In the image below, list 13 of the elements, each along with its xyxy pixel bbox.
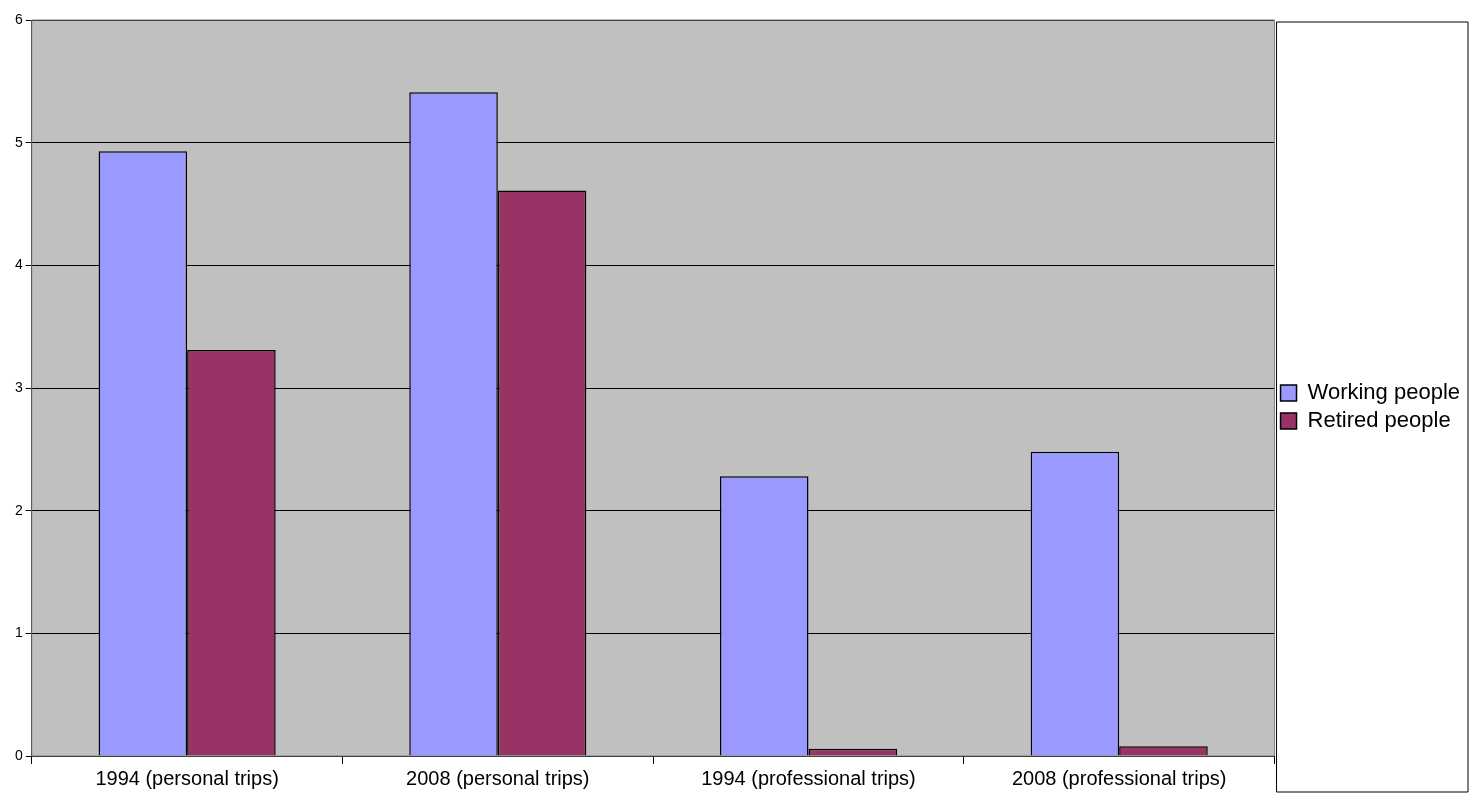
legend-label: Working people — [1307, 379, 1460, 405]
y-tick-label: 5 — [14, 133, 23, 150]
y-tick-label: 6 — [14, 10, 23, 27]
y-tick-label: 0 — [14, 746, 23, 763]
x-tick-label: 2008 (professional trips) — [1011, 766, 1227, 789]
legend-label: Retired people — [1307, 407, 1451, 433]
y-tick-label: 2 — [14, 501, 23, 518]
x-tick-label: 1994 (personal trips) — [95, 766, 279, 789]
x-tick-label: 2008 (personal trips) — [406, 766, 590, 789]
y-tick-label: 3 — [14, 378, 23, 395]
y-tick-label: 1 — [14, 624, 23, 641]
x-tick-label: 1994 (professional trips) — [701, 766, 916, 789]
y-tick-label: 4 — [14, 256, 23, 273]
